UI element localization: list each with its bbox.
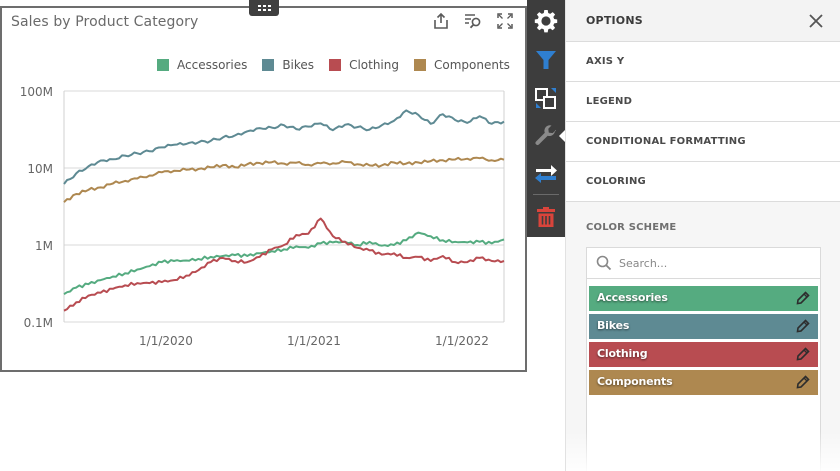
drag-handle[interactable] xyxy=(249,0,279,16)
export-icon xyxy=(434,12,448,29)
color-item-components[interactable]: Components xyxy=(589,370,818,395)
transpose-button[interactable] xyxy=(527,155,565,193)
x-tick-label: 1/1/2020 xyxy=(139,334,193,348)
section-label: COLORING xyxy=(586,176,646,187)
wrench-icon xyxy=(535,125,556,146)
legend-label: Accessories xyxy=(177,58,248,72)
convert-to-button[interactable] xyxy=(527,79,565,117)
x-tick-label: 1/1/2022 xyxy=(435,334,489,348)
legend-item-clothing[interactable]: Clothing xyxy=(329,58,399,72)
legend-item-components[interactable]: Components xyxy=(413,58,510,72)
color-item-label: Accessories xyxy=(597,291,668,304)
line-chart-plot[interactable] xyxy=(2,8,525,370)
toolbar-divider xyxy=(533,194,559,195)
series-line-components[interactable] xyxy=(63,156,505,203)
maximize-icon xyxy=(497,13,513,29)
color-item-label: Bikes xyxy=(597,319,630,332)
search-box xyxy=(587,248,820,279)
export-button[interactable] xyxy=(431,11,451,31)
y-tick-label: 1M xyxy=(35,239,53,253)
color-item-accessories[interactable]: Accessories xyxy=(589,286,818,311)
pencil-icon[interactable] xyxy=(796,347,810,361)
trash-icon xyxy=(537,207,555,227)
interactivity-button[interactable] xyxy=(527,41,565,79)
card-toolbar xyxy=(431,11,515,31)
maximize-button[interactable] xyxy=(495,11,515,31)
color-item-label: Clothing xyxy=(597,347,648,360)
series-line-clothing[interactable] xyxy=(63,217,505,312)
remove-button[interactable] xyxy=(527,198,565,236)
legend-item-bikes[interactable]: Bikes xyxy=(262,58,314,72)
customize-button[interactable] xyxy=(527,117,566,155)
card-title: Sales by Product Category xyxy=(11,14,199,30)
options-button[interactable] xyxy=(527,2,565,40)
filter-icon xyxy=(536,51,556,69)
pencil-icon[interactable] xyxy=(796,375,810,389)
legend-swatch xyxy=(262,59,275,71)
section-coloring[interactable]: COLORING xyxy=(566,162,840,202)
filter-search-icon xyxy=(465,14,481,29)
gear-icon xyxy=(534,10,558,33)
y-tick-label: 100M xyxy=(19,85,53,99)
close-button[interactable] xyxy=(806,11,826,31)
pencil-icon[interactable] xyxy=(796,319,810,333)
grip-icon xyxy=(257,5,271,11)
legend-label: Components xyxy=(433,58,510,72)
section-label: LEGEND xyxy=(586,96,633,107)
chart-legend: Accessories Bikes Clothing Components xyxy=(157,58,510,72)
chart-card[interactable]: Sales by Product Category Accessories Bi… xyxy=(0,6,527,372)
color-item-label: Components xyxy=(597,375,673,388)
color-scheme-label: COLOR SCHEME xyxy=(586,222,677,233)
search-input[interactable] xyxy=(619,254,809,272)
color-item-bikes[interactable]: Bikes xyxy=(589,314,818,339)
color-item-clothing[interactable]: Clothing xyxy=(589,342,818,367)
y-tick-label: 0.1M xyxy=(23,316,53,330)
section-legend[interactable]: LEGEND xyxy=(566,82,840,122)
color-scheme-list: Accessories Bikes Clothing Components xyxy=(586,247,821,471)
panel-header: OPTIONS xyxy=(566,0,840,42)
y-tick-label: 10M xyxy=(27,162,53,176)
section-conditional-formatting[interactable]: CONDITIONAL FORMATTING xyxy=(566,122,840,162)
item-toolbar xyxy=(527,0,566,237)
inspect-data-button[interactable] xyxy=(463,11,483,31)
x-tick-label: 1/1/2021 xyxy=(287,334,341,348)
legend-swatch xyxy=(413,59,426,71)
legend-swatch xyxy=(329,59,342,71)
section-label: CONDITIONAL FORMATTING xyxy=(586,136,746,147)
options-panel: OPTIONS AXIS Y LEGEND CONDITIONAL FORMAT… xyxy=(565,0,840,471)
close-icon xyxy=(809,14,823,28)
search-icon xyxy=(596,255,612,271)
legend-label: Bikes xyxy=(282,58,315,72)
legend-label: Clothing xyxy=(349,58,399,72)
pencil-icon[interactable] xyxy=(796,291,810,305)
swap-icon xyxy=(535,165,557,183)
section-label: AXIS Y xyxy=(586,56,625,67)
convert-icon xyxy=(535,88,556,109)
panel-title: OPTIONS xyxy=(586,14,643,27)
legend-item-accessories[interactable]: Accessories xyxy=(157,58,247,72)
legend-swatch xyxy=(157,59,169,71)
series-line-accessories[interactable] xyxy=(63,231,505,295)
section-axis-y[interactable]: AXIS Y xyxy=(566,42,840,82)
series-line-bikes[interactable] xyxy=(63,109,505,185)
